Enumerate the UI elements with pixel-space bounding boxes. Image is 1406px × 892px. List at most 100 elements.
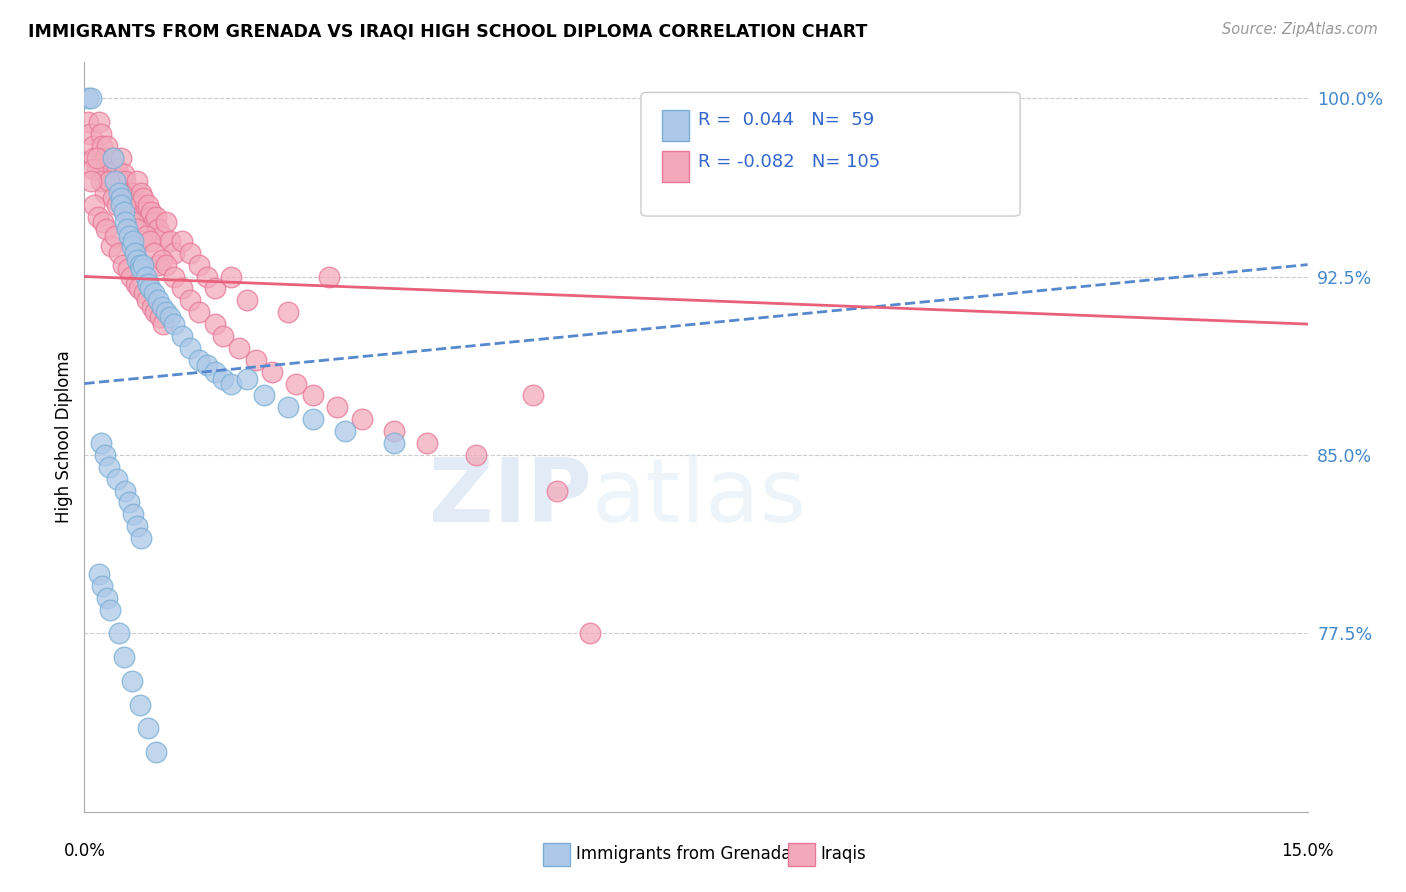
Point (110, 191, 132, 205)
Point (382, 436, 405, 450)
Point (111, 258, 134, 272)
Point (105, 162, 128, 177)
Point (236, 293, 259, 308)
Point (135, 229, 157, 244)
Point (142, 215, 165, 229)
Point (382, 424, 405, 438)
Point (93, 186, 115, 201)
Point (115, 186, 138, 201)
Point (159, 234, 181, 248)
Point (155, 258, 177, 272)
Point (141, 205, 163, 219)
Point (142, 286, 165, 301)
Point (114, 198, 136, 212)
Point (100, 174, 122, 188)
Point (138, 234, 160, 248)
Point (136, 722, 159, 736)
Point (118, 229, 141, 244)
Point (150, 252, 173, 267)
Point (138, 210, 160, 224)
Point (77, 115, 100, 129)
Point (121, 673, 143, 688)
Point (110, 151, 132, 165)
Point (90, 436, 112, 450)
Point (163, 269, 186, 284)
Point (318, 269, 340, 284)
Text: atlas: atlas (592, 453, 807, 541)
Point (125, 277, 148, 291)
Point (118, 210, 141, 224)
Point (150, 229, 173, 244)
Point (114, 483, 136, 498)
Point (128, 698, 150, 712)
Point (82, 162, 104, 177)
Point (136, 198, 159, 212)
Point (245, 352, 267, 367)
Point (93, 151, 115, 165)
Point (131, 262, 153, 277)
Point (96, 138, 118, 153)
Point (124, 245, 146, 260)
Point (136, 293, 159, 308)
Point (149, 310, 172, 324)
Point (146, 293, 169, 308)
Point (105, 198, 128, 212)
Bar (662, 151, 689, 182)
Point (163, 245, 186, 260)
Point (83, 198, 105, 212)
Point (179, 245, 201, 260)
Text: IMMIGRANTS FROM GRENADA VS IRAQI HIGH SCHOOL DIPLOMA CORRELATION CHART: IMMIGRANTS FROM GRENADA VS IRAQI HIGH SC… (28, 22, 868, 40)
Point (90, 174, 112, 188)
Text: R =  0.044   N=  59: R = 0.044 N= 59 (699, 112, 875, 129)
Point (87, 566, 110, 581)
Point (228, 341, 250, 355)
Point (122, 186, 145, 201)
Point (195, 269, 218, 284)
Point (107, 626, 129, 640)
Point (464, 448, 486, 462)
Point (97, 174, 120, 188)
Point (79, 127, 101, 141)
Point (236, 372, 259, 386)
Point (90, 127, 112, 141)
Point (301, 412, 323, 426)
Point (127, 222, 149, 236)
Point (416, 436, 439, 450)
Point (132, 258, 155, 272)
Point (101, 191, 124, 205)
Text: Immigrants from Grenada: Immigrants from Grenada (576, 846, 792, 863)
Point (103, 229, 125, 244)
Point (91, 579, 114, 593)
Point (122, 234, 145, 248)
Point (91, 138, 114, 153)
Point (187, 305, 209, 319)
Point (135, 205, 157, 219)
Point (219, 269, 242, 284)
Text: R = -0.082   N= 105: R = -0.082 N= 105 (699, 153, 880, 171)
Point (204, 317, 226, 331)
Point (114, 174, 136, 188)
Point (77, 91, 100, 105)
Point (146, 222, 169, 236)
Point (91, 215, 114, 229)
Point (100, 238, 122, 252)
Point (132, 286, 155, 301)
Point (145, 745, 167, 759)
Point (110, 198, 132, 212)
Point (212, 372, 235, 386)
Text: ZIP: ZIP (429, 453, 592, 541)
Point (546, 483, 568, 498)
Point (96, 222, 118, 236)
Point (101, 151, 124, 165)
Bar (543, 843, 569, 865)
Point (163, 317, 186, 331)
Point (187, 352, 209, 367)
Point (195, 358, 218, 372)
Point (128, 281, 150, 295)
Point (127, 519, 149, 533)
Point (135, 269, 157, 284)
Bar (787, 843, 814, 865)
Point (82, 138, 104, 153)
Point (83, 151, 105, 165)
Point (112, 650, 135, 665)
